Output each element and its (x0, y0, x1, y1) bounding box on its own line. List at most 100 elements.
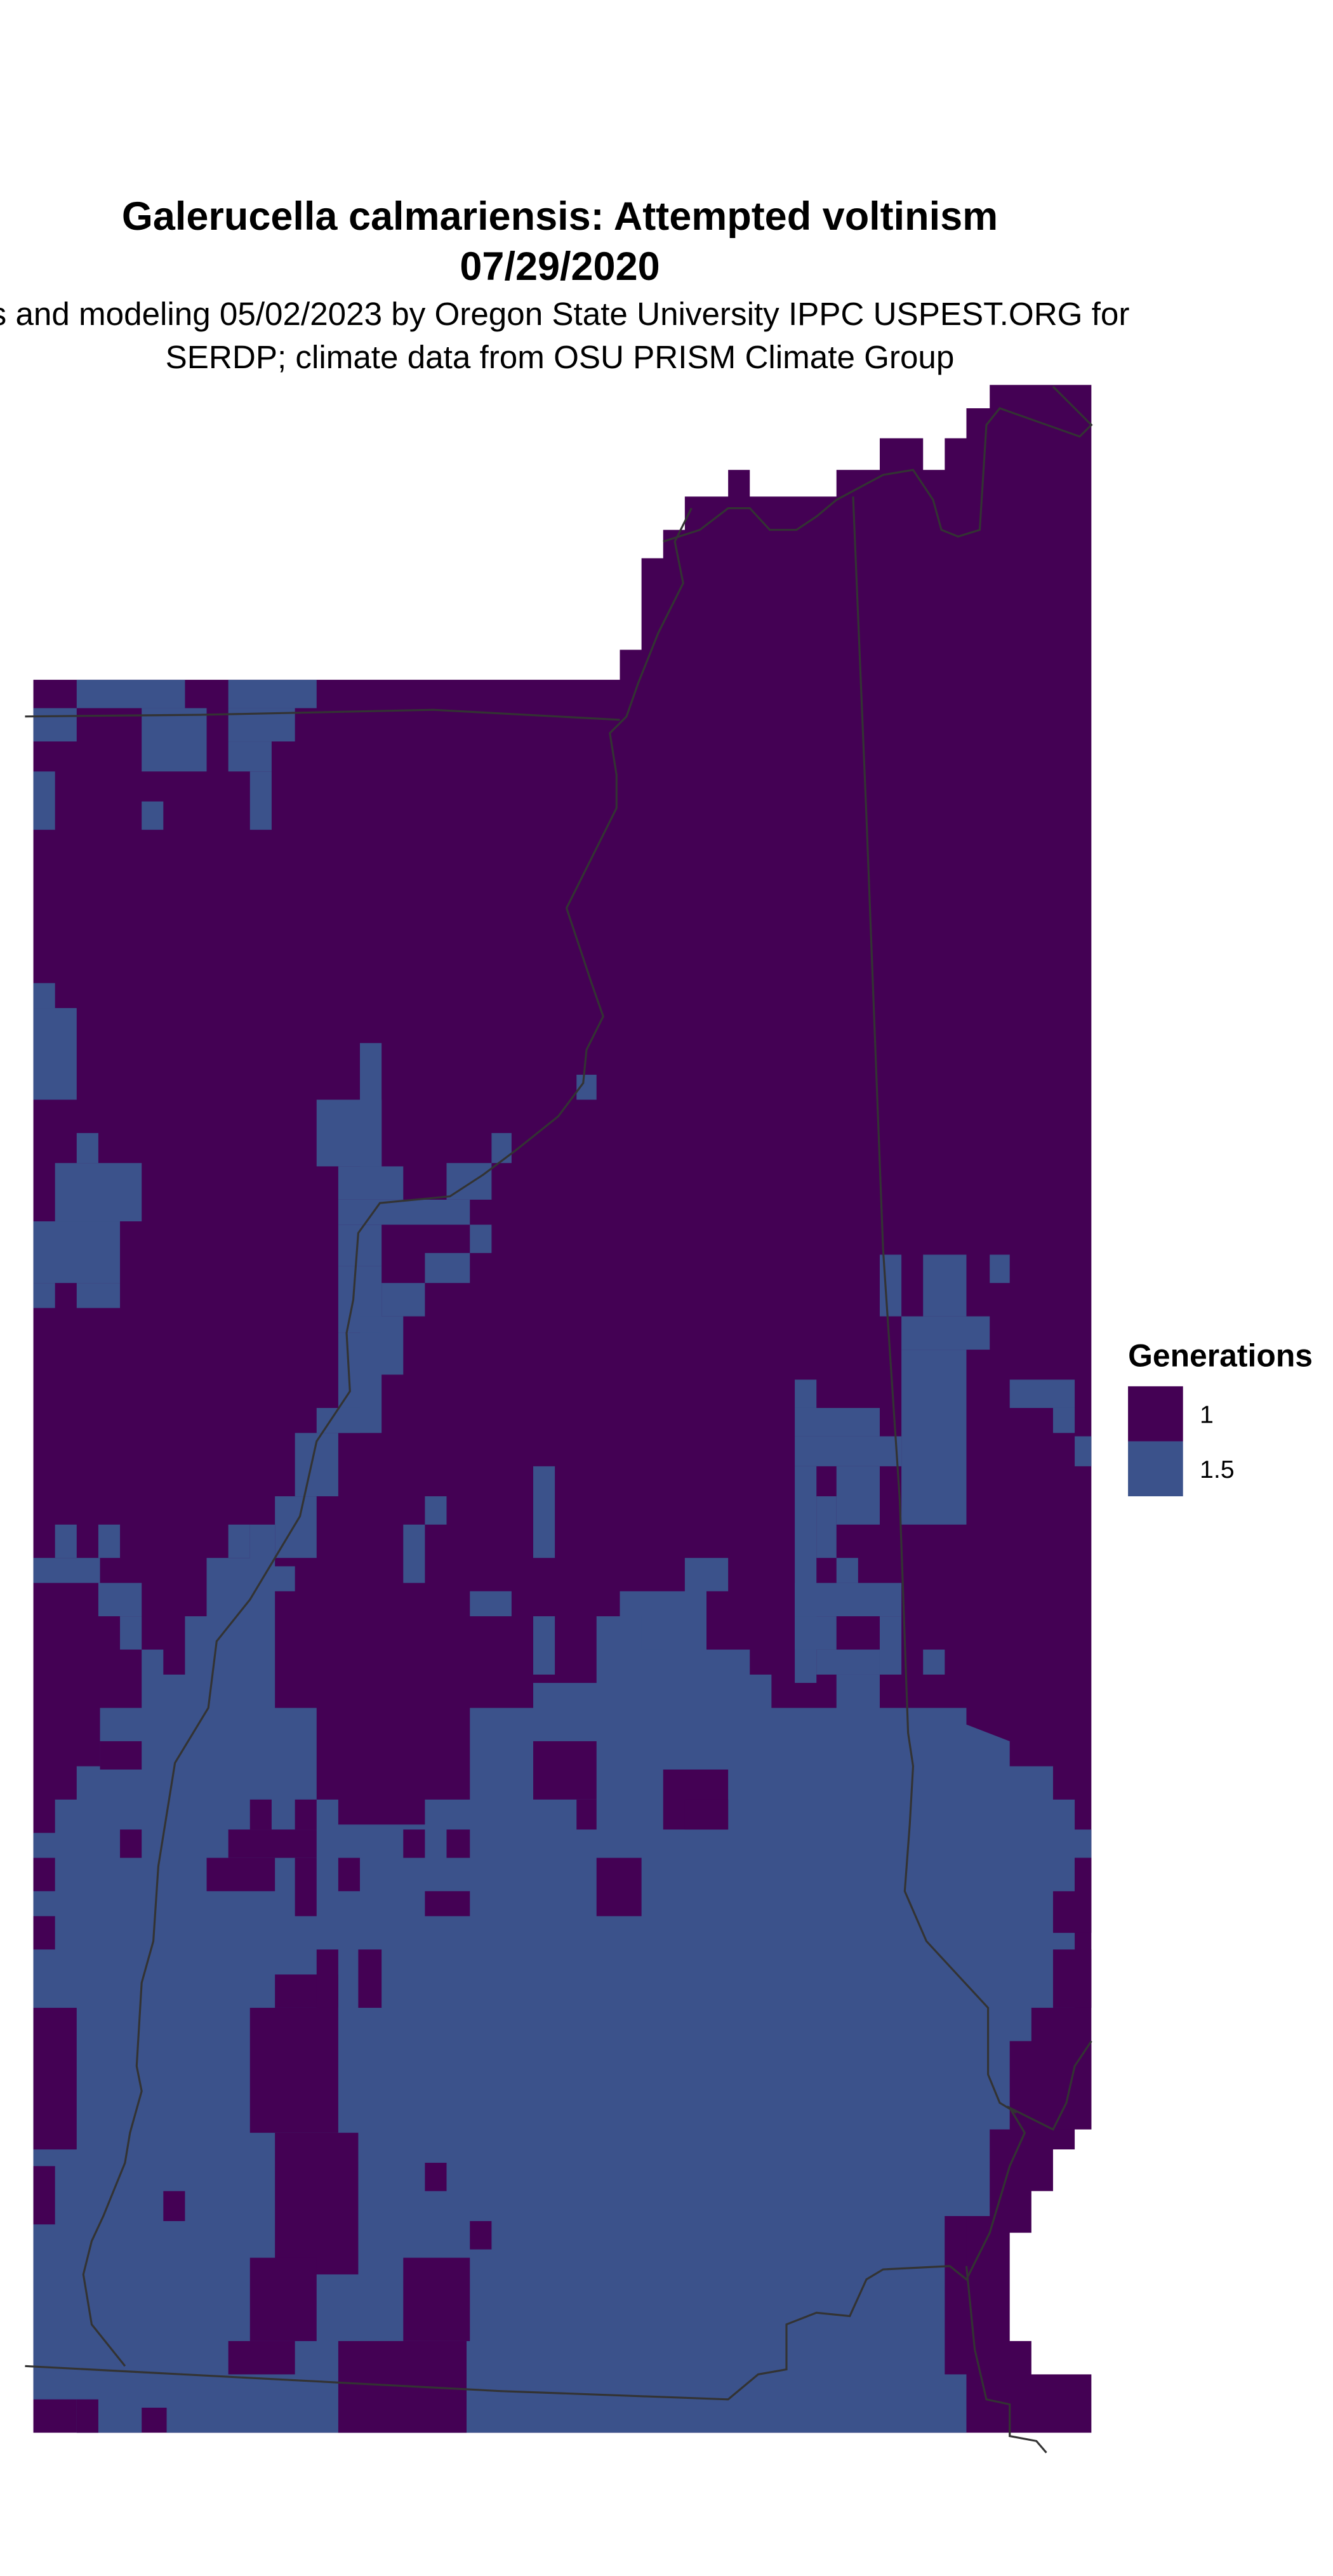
patch-1-5-generations (641, 1616, 663, 1650)
patch-1-generation (596, 1857, 642, 1916)
patch-1-generation (249, 1799, 272, 1830)
patch-1-5-generations (33, 771, 55, 830)
patch-1-5-generations (470, 1225, 492, 1253)
legend-title: Generations (1128, 1338, 1313, 1373)
patch-1-generation (76, 2399, 98, 2433)
patch-1-generation (206, 1857, 275, 1892)
patch-1-5-generations (228, 1524, 250, 1558)
patch-1-5-generations (55, 1163, 142, 1222)
patch-1-generation (33, 1916, 55, 1950)
legend-label-1-5: 1.5 (1200, 1456, 1235, 1484)
patch-1-generation (295, 1799, 317, 1830)
patch-1-5-generations (316, 1099, 382, 1167)
patch-1-5-generations (76, 1283, 121, 1308)
patch-1-5-generations (98, 1524, 121, 1558)
patch-1-generation (295, 1857, 317, 1916)
patch-1-5-generations (33, 1008, 77, 1100)
patch-1-generation (275, 2132, 359, 2274)
boundary-line (82, 507, 693, 2367)
boundary-lines (25, 385, 1093, 2453)
patch-1-5-generations (879, 1254, 902, 1317)
legend-swatch-1 (1128, 1386, 1183, 1442)
map-title: Galerucella calmariensis: Attempted volt… (122, 194, 998, 239)
patch-1-5-generations (795, 1407, 880, 1437)
patch-1-5-generations (533, 1466, 555, 1558)
patch-1-5-generations (142, 708, 207, 772)
patch-1-generation (533, 1741, 597, 1800)
patch-1-generation (403, 1829, 425, 1858)
patch-1-5-generations (879, 1616, 902, 1675)
patch-1-5-generations (795, 1466, 817, 1683)
patch-1-5-generations (76, 679, 185, 708)
patch-1-5-generations (228, 679, 317, 708)
patch-1-generation (228, 2340, 295, 2375)
patch-1-5-generations (33, 708, 77, 742)
boundary-line (852, 496, 1018, 2114)
patch-1-generation (1052, 1949, 1092, 2008)
patch-1-5-generations (795, 1379, 817, 1408)
patch-1-5-generations (338, 1166, 404, 1200)
patch-1-5-generations (425, 1496, 447, 1525)
patch-1-5-generations (120, 1616, 142, 1650)
patch-1-5-generations (901, 1350, 967, 1525)
patch-1-generation (576, 1799, 597, 1830)
patch-1-5-generations (795, 1436, 902, 1466)
patch-1-5-generations (142, 801, 164, 830)
patch-1-5-generations (836, 1558, 858, 1583)
boundary-line (965, 2266, 1047, 2453)
patch-1-5-generations (33, 1283, 55, 1308)
patch-1-5-generations (990, 1254, 1010, 1284)
patch-1-5-generations (816, 1649, 880, 1675)
map-subtitle-line1: s and modeling 05/02/2023 by Oregon Stat… (0, 296, 1129, 332)
patch-1-generation (228, 1829, 317, 1858)
patch-1-5-generations (381, 1283, 425, 1317)
patch-1-5-generations (923, 1649, 945, 1675)
patch-1-generation (33, 1857, 55, 1892)
patch-1-5-generations (98, 1583, 142, 1617)
patch-1-5-generations (249, 771, 272, 830)
patch-1-5-generations (228, 741, 272, 772)
patch-1-5-generations (533, 1616, 555, 1675)
legend-label-1: 1 (1200, 1401, 1214, 1429)
legend-swatch-1-5 (1128, 1441, 1183, 1497)
patch-1-5-generations (1075, 1436, 1092, 1466)
patch-1-5-generations (816, 1496, 837, 1558)
patch-1-5-generations (425, 1252, 470, 1284)
patch-1-generation (403, 2257, 470, 2341)
patch-1-generation (446, 1829, 470, 1858)
patch-1-5-generations (923, 1254, 967, 1317)
patch-1-5-generations (491, 1132, 512, 1164)
patch-1-generation (120, 1829, 142, 1858)
patch-1-generation (338, 1857, 361, 1892)
patch-1-generation (163, 2191, 185, 2221)
patch-1-5-generations (33, 983, 55, 1009)
patch-1-5-generations (76, 1132, 98, 1164)
patch-1-generation (425, 1891, 470, 1916)
patch-1-generation (249, 2007, 338, 2133)
patch-1-generation (470, 2221, 492, 2250)
patch-1-generation (316, 1949, 338, 2008)
patch-1-5-generations (338, 1199, 470, 1225)
patch-1-generation (100, 1741, 142, 1770)
patch-1-generation (945, 2216, 967, 2266)
boundary-line (25, 2040, 1092, 2401)
patch-1-5-generations (901, 1316, 990, 1350)
patch-1-5-generations (795, 1583, 902, 1617)
patch-1-generation (33, 2007, 77, 2150)
patch-1-5-generations (470, 1591, 512, 1617)
map-subtitle-line2: SERDP; climate data from OSU PRISM Clima… (166, 339, 955, 375)
map-date: 07/29/2020 (460, 244, 660, 289)
legend: Generations 1 1.5 (1128, 1338, 1313, 1497)
patch-1-generation (1075, 1857, 1092, 1933)
patch-1-5-generations (33, 1221, 121, 1284)
raster-layer (33, 385, 1092, 2433)
boundary-line (25, 708, 620, 721)
patch-1-5-generations (403, 1524, 425, 1583)
patch-1-5-generations (1009, 1379, 1075, 1408)
boundary-line (663, 385, 1093, 543)
patch-1-generation (358, 1949, 382, 2008)
patch-1-5-generations (1052, 1407, 1075, 1433)
patch-1-5-generations (55, 1524, 77, 1558)
patch-1-generation (425, 2163, 447, 2191)
